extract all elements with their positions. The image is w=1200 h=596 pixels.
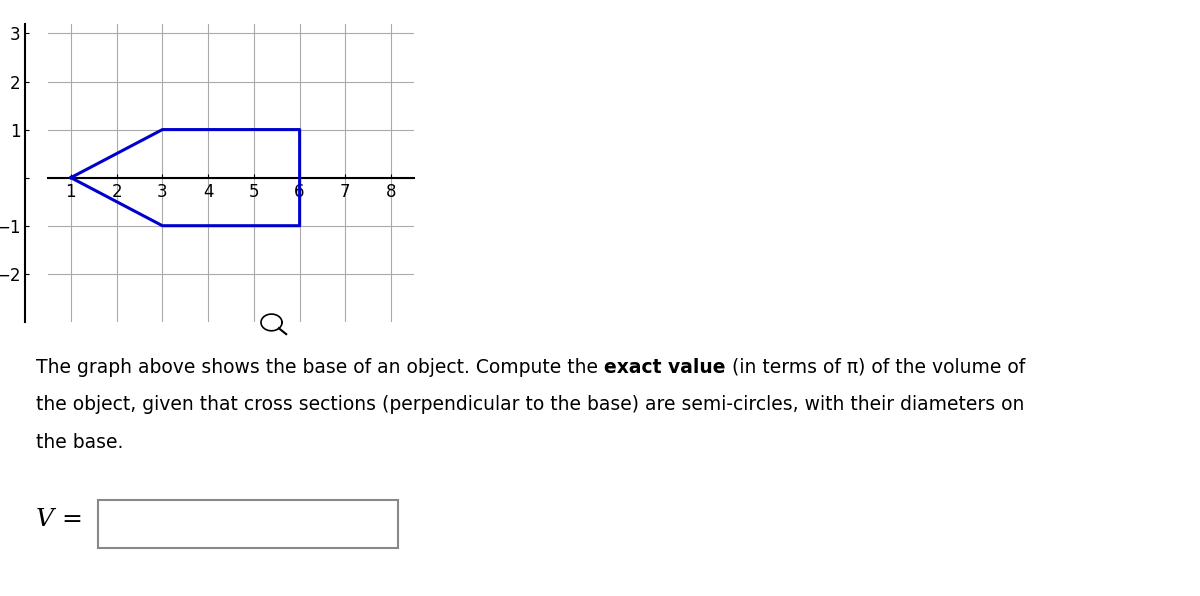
Text: The graph above shows the base of an object. Compute the: The graph above shows the base of an obj… (36, 358, 604, 377)
Text: the object, given that cross sections (perpendicular to the base) are semi-circl: the object, given that cross sections (p… (36, 395, 1025, 414)
Text: (in terms of π) of the volume of: (in terms of π) of the volume of (726, 358, 1025, 377)
Text: V =: V = (36, 508, 83, 530)
Text: exact value: exact value (604, 358, 726, 377)
Text: the base.: the base. (36, 433, 124, 452)
